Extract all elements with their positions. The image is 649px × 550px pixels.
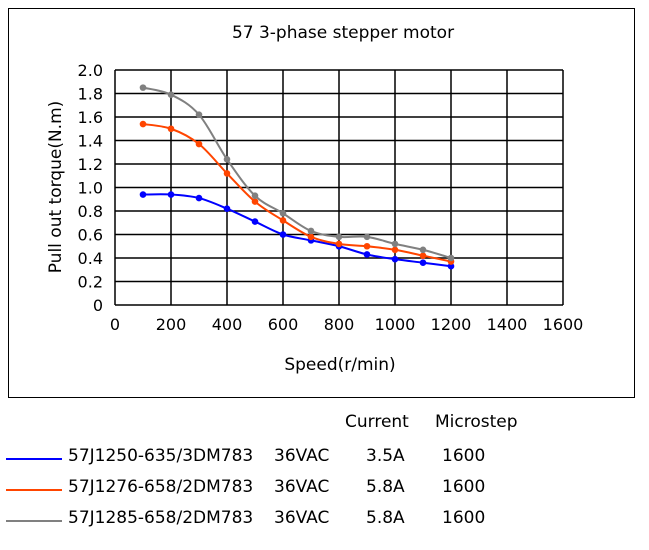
- x-tick-label: 200: [156, 315, 187, 334]
- legend-current: 5.8A: [366, 508, 405, 528]
- data-point: [195, 111, 203, 118]
- data-point: [251, 198, 259, 205]
- legend-model: 57J1276-658/2DM783: [68, 477, 254, 497]
- chart-title: 57 3-phase stepper motor: [232, 23, 454, 43]
- y-tick-label: 0.4: [78, 249, 103, 268]
- data-point: [391, 240, 399, 248]
- x-tick-label: 600: [268, 315, 299, 334]
- legend-microstep: 1600: [442, 446, 486, 466]
- chart-svg: 57 3-phase stepper motor Speed(r/min) Pu…: [46, 23, 584, 375]
- data-point: [167, 91, 175, 98]
- legend-swatch: [6, 489, 62, 491]
- y-tick-label: 1.8: [78, 85, 103, 104]
- data-point: [335, 233, 343, 241]
- y-axis-label: Pull out torque(N.m): [46, 101, 66, 274]
- data-point: [363, 251, 371, 258]
- series-line-3: [142, 86, 452, 259]
- y-tick-label: 0.2: [78, 273, 103, 292]
- y-tick-label: 0.8: [78, 202, 103, 221]
- y-tick-label: 1.2: [78, 155, 103, 174]
- data-point: [195, 194, 203, 202]
- data-point: [195, 140, 203, 148]
- y-tick-label: 1.6: [78, 108, 103, 127]
- y-tick-label: 1.0: [78, 179, 103, 198]
- data-point: [363, 242, 371, 250]
- legend-microstep: 1600: [442, 508, 486, 528]
- legend-model: 57J1250-635/3DM783: [68, 446, 254, 466]
- data-point: [279, 210, 287, 217]
- x-tick-label: 800: [324, 315, 355, 334]
- y-tick-label: 0: [93, 296, 103, 315]
- x-tick-label: 1600: [543, 315, 584, 334]
- data-point: [419, 246, 427, 254]
- data-point: [139, 84, 147, 91]
- data-point: [391, 255, 399, 263]
- data-point: [447, 262, 455, 270]
- data-point: [307, 233, 315, 241]
- x-tick-label: 1200: [431, 315, 472, 334]
- data-point: [251, 218, 259, 225]
- chart-frame: [8, 8, 635, 398]
- legend-voltage: 36VAC: [274, 477, 330, 497]
- legend-voltage: 36VAC: [274, 446, 330, 466]
- series-line-2: [142, 123, 452, 263]
- legend-model: 57J1285-658/2DM783: [68, 508, 254, 528]
- legend-swatch: [6, 458, 62, 460]
- x-tick-label: 400: [212, 315, 243, 334]
- data-point: [223, 156, 231, 163]
- legend-current: 5.8A: [366, 477, 405, 497]
- x-axis-label: Speed(r/min): [284, 355, 395, 375]
- legend-current: 3.5A: [366, 446, 405, 466]
- data-point: [335, 240, 343, 248]
- data-point: [447, 254, 455, 262]
- data-point: [391, 246, 399, 254]
- data-point: [279, 217, 287, 224]
- legend-current-header: Current: [345, 412, 409, 432]
- y-tick-label: 2.0: [78, 61, 103, 80]
- data-point: [307, 227, 315, 235]
- legend-voltage: 36VAC: [274, 508, 330, 528]
- data-point: [279, 231, 287, 238]
- data-point: [167, 125, 175, 133]
- data-point: [419, 259, 427, 267]
- legend-microstep: 1600: [442, 477, 486, 497]
- data-point: [167, 191, 175, 198]
- data-point: [363, 233, 371, 241]
- y-tick-label: 0.6: [78, 226, 103, 245]
- legend-microstep-header: Microstep: [435, 412, 518, 432]
- x-tick-label: 0: [110, 315, 120, 334]
- x-tick-label: 1400: [487, 315, 528, 334]
- data-point: [223, 170, 231, 177]
- x-tick-label: 1000: [375, 315, 416, 334]
- data-point: [223, 205, 231, 212]
- data-point: [139, 191, 147, 198]
- y-tick-label: 1.4: [78, 132, 103, 151]
- data-point: [419, 252, 427, 259]
- legend-swatch: [6, 520, 62, 522]
- data-point: [251, 192, 259, 200]
- data-point: [139, 120, 147, 128]
